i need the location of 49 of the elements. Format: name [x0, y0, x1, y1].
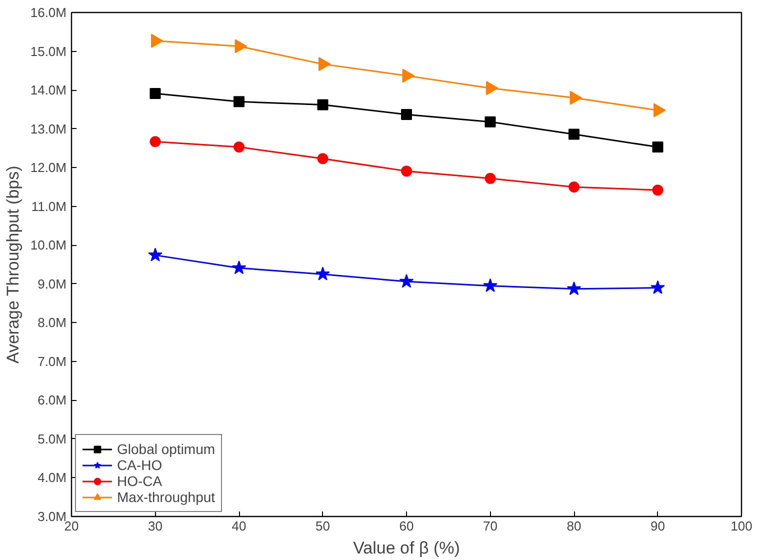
point [483, 278, 498, 292]
legend-label: CA-HO [117, 457, 162, 473]
point [316, 266, 330, 280]
y-tick-label: 6.0M [38, 392, 67, 408]
y-tick-label: 10.0M [30, 238, 67, 253]
x-axis-title: Value of β (%) [353, 538, 460, 558]
legend-label: Max-throughput [117, 489, 216, 505]
point [317, 99, 328, 110]
y-tick-label: 11.0M [31, 198, 67, 214]
y-tick-label: 8.0M [38, 315, 67, 330]
point [568, 181, 580, 192]
point [399, 274, 414, 288]
x-tick-label: 30 [148, 518, 162, 534]
x-tick-label: 60 [399, 518, 414, 534]
point [150, 88, 161, 100]
point [234, 96, 244, 108]
point [150, 136, 161, 148]
y-tick-label: 5.0M [38, 431, 67, 446]
x-tick-label: 50 [316, 518, 330, 534]
y-tick-label: 15.0M [30, 44, 67, 59]
y-axis-title: Average Throughput (bps) [3, 166, 22, 364]
point [234, 142, 244, 153]
x-tick-label: 70 [483, 518, 498, 534]
point [317, 153, 328, 164]
point [484, 116, 496, 128]
point [401, 108, 412, 120]
legend-label: HO-CA [117, 473, 162, 489]
point [652, 142, 664, 153]
point [232, 260, 246, 274]
y-tick-label: 16.0M [30, 5, 67, 20]
point [650, 280, 665, 294]
y-tick-label: 13.0M [30, 121, 67, 136]
y-tick-label: 7.0M [38, 354, 67, 369]
point [652, 184, 664, 196]
x-tick-label: 20 [64, 518, 79, 534]
y-tick-label: 4.0M [38, 470, 67, 486]
x-tick-label: 100 [730, 518, 752, 534]
y-tick-label: 14.0M [30, 82, 67, 98]
x-tick-label: 90 [650, 518, 665, 534]
x-tick-label: 80 [566, 518, 582, 534]
point [401, 166, 412, 177]
point [566, 281, 582, 296]
legend-label: Global optimum [117, 441, 216, 457]
point [148, 248, 162, 262]
x-tick-label: 40 [232, 518, 246, 534]
point [484, 172, 496, 184]
y-tick-label: 12.0M [30, 160, 67, 176]
point [568, 128, 580, 140]
y-tick-label: 9.0M [38, 276, 67, 292]
